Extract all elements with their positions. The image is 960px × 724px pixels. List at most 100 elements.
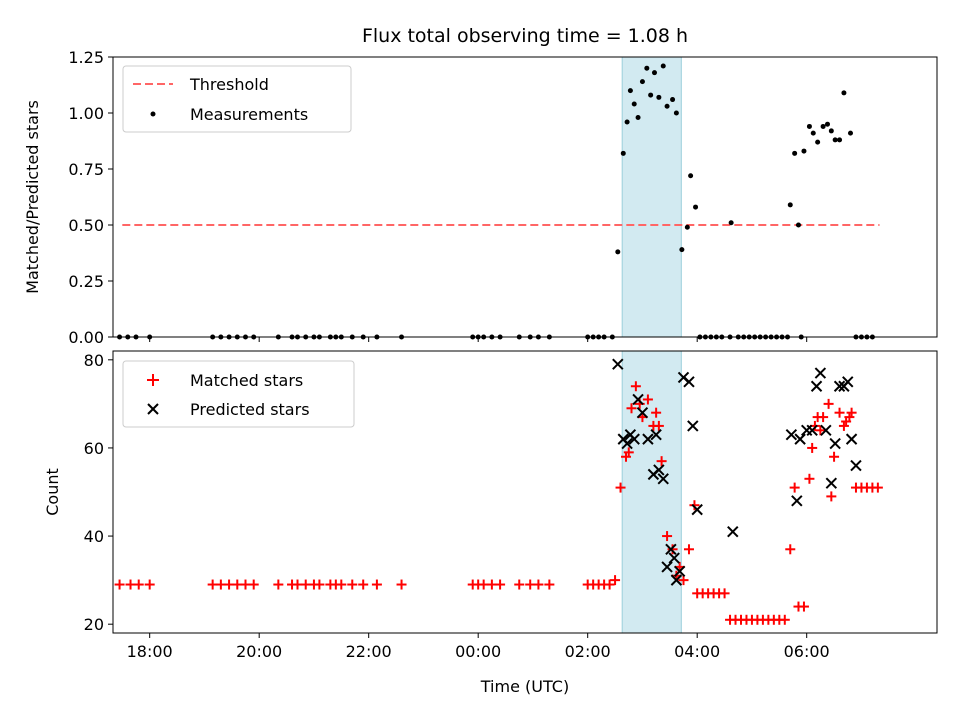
predicted-star-point xyxy=(691,503,703,516)
top-x-ticks xyxy=(149,337,808,342)
measurement-point xyxy=(847,130,853,136)
legend-matched-label: Matched stars xyxy=(190,371,303,390)
matched-star-point xyxy=(533,579,544,590)
matched-star-point xyxy=(823,398,834,409)
predicted-star-point xyxy=(668,552,680,564)
matched-star-point xyxy=(615,482,626,493)
y-tick-label: 20 xyxy=(84,615,104,634)
bottom-count-panel: 20 40 60 80 18:00 20:00 22:00 00:00 02:00 04:00 0… xyxy=(43,350,938,696)
matched-star-point xyxy=(798,601,809,612)
predicted-star-point xyxy=(683,376,695,388)
matched-star-point xyxy=(846,407,857,418)
bottom-axes-frame xyxy=(112,350,938,634)
matched-star-point xyxy=(114,579,125,590)
predicted-star-point xyxy=(785,429,798,441)
matched-star-point xyxy=(838,420,849,431)
predicted-star-point xyxy=(810,380,823,392)
matched-star-point xyxy=(347,579,358,590)
predicted-star-point xyxy=(636,406,649,419)
y-tick-label: 0.50 xyxy=(68,216,104,235)
matched-star-point xyxy=(844,412,855,423)
measurement-point xyxy=(631,101,637,107)
matched-star-point xyxy=(815,425,826,436)
measurement-point xyxy=(806,123,812,129)
matched-star-point xyxy=(610,575,621,586)
matched-star-point xyxy=(807,442,818,453)
matched-star-point xyxy=(604,579,615,590)
matched-star-point xyxy=(396,579,407,590)
measurement-point xyxy=(688,173,694,179)
bottom-y-axis-label: Count xyxy=(43,468,62,516)
predicted-star-point xyxy=(850,459,862,472)
matched-star-point xyxy=(829,451,840,462)
measurement-point xyxy=(792,150,798,156)
predicted-star-point xyxy=(612,358,624,370)
x-tick-label: 22:00 xyxy=(346,642,392,661)
measurement-point xyxy=(660,63,666,69)
predicted-star-point xyxy=(642,433,654,445)
measurement-point xyxy=(728,220,734,226)
predicted-star-point xyxy=(653,464,665,476)
legend-measurements-label: Measurements xyxy=(190,105,308,124)
y-tick-label: 0.75 xyxy=(68,160,104,179)
matched-star-point xyxy=(514,579,525,590)
measurement-point xyxy=(824,121,830,127)
top-axes-frame xyxy=(112,56,938,338)
matched-star-point xyxy=(623,447,634,458)
top-legend: Threshold Measurements xyxy=(122,65,352,133)
matched-star-point xyxy=(642,394,653,405)
bottom-legend-box xyxy=(122,360,355,428)
measurement-points xyxy=(117,63,875,340)
predicted-star-point xyxy=(814,367,827,379)
measurement-point xyxy=(651,70,657,76)
predicted-star-point xyxy=(632,393,644,406)
matched-star-point xyxy=(651,407,662,418)
measurement-point xyxy=(639,79,645,85)
measurement-point xyxy=(648,92,654,98)
measurement-point xyxy=(670,97,676,103)
top-legend-box xyxy=(122,65,352,133)
x-tick-label: 20:00 xyxy=(236,642,282,661)
matched-stars-points xyxy=(114,381,883,625)
top-y-ticks: 0.00 0.25 0.50 0.75 1.00 1.25 xyxy=(68,48,113,347)
measurement-point xyxy=(684,224,690,230)
measurement-point xyxy=(635,114,641,120)
matched-star-point xyxy=(785,544,796,555)
y-tick-label: 1.00 xyxy=(68,104,104,123)
x-tick-label: 06:00 xyxy=(784,642,830,661)
predicted-star-point xyxy=(670,574,683,586)
top-ratio-panel: Flux total observing time = 1.08 h 0.000… xyxy=(23,25,938,347)
y-tick-label: 40 xyxy=(84,527,104,546)
predicted-star-point xyxy=(791,495,803,507)
x-tick-label: 18:00 xyxy=(127,642,173,661)
legend-predicted-label: Predicted stars xyxy=(190,400,310,419)
matched-star-point xyxy=(683,544,694,555)
measurement-point xyxy=(664,103,670,109)
measurement-point xyxy=(801,148,807,154)
matched-star-point xyxy=(872,482,883,493)
matched-star-point xyxy=(818,412,829,423)
predicted-star-point xyxy=(833,380,846,392)
bottom-legend: Matched stars Predicted stars xyxy=(122,360,355,428)
matched-star-point xyxy=(667,544,678,555)
y-tick-label: 0.00 xyxy=(68,328,104,347)
predicted-star-point xyxy=(673,565,686,578)
matched-star-point xyxy=(678,575,689,586)
predicted-star-point xyxy=(661,561,673,573)
bottom-observing-window-span xyxy=(621,350,682,634)
observing-window-rect xyxy=(621,350,682,634)
matched-star-point xyxy=(371,579,382,590)
top-y-axis-label: Matched/Predicted stars xyxy=(23,100,42,294)
matched-star-point xyxy=(662,531,673,542)
measurement-point xyxy=(644,65,650,71)
measurement-point xyxy=(673,110,679,116)
bottom-x-ticks: 18:00 20:00 22:00 00:00 02:00 04:00 06:00 xyxy=(127,633,830,661)
predicted-star-point xyxy=(657,473,669,485)
measurement-point xyxy=(787,202,793,208)
matched-star-point xyxy=(248,579,259,590)
measurement-point xyxy=(795,222,801,228)
matched-star-point xyxy=(779,614,790,625)
predicted-stars-points xyxy=(612,358,862,586)
y-tick-label: 80 xyxy=(84,351,104,370)
legend-matched-swatch xyxy=(147,374,159,386)
